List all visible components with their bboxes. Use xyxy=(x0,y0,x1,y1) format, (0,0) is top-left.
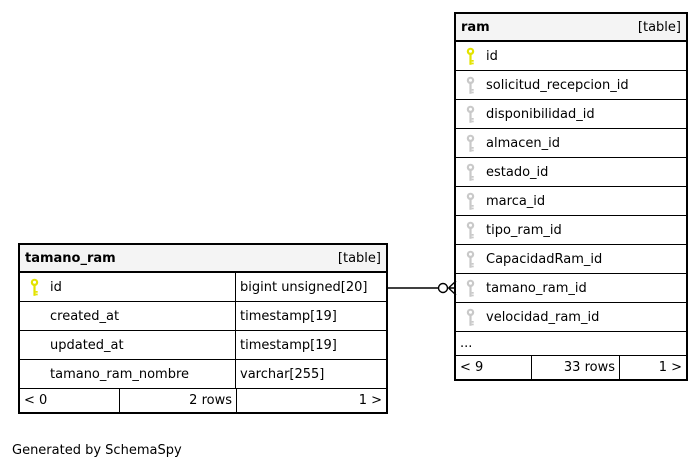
row-created-at: created_at timestamp[19] xyxy=(20,302,386,331)
column-type: bigint unsigned[20] xyxy=(240,279,368,295)
foreign-key-icon xyxy=(466,76,475,94)
row-count: 33 rows xyxy=(532,356,620,379)
ellipsis-label: ... xyxy=(460,336,473,351)
table-footer: < 0 2 rows 1 > xyxy=(20,389,386,412)
paging-prev: < 9 xyxy=(456,356,532,379)
row-estado-id: estado_id xyxy=(456,158,686,187)
row-marca-id: marca_id xyxy=(456,187,686,216)
row-ellipsis: ... xyxy=(456,332,686,356)
table-type-badge: [table] xyxy=(637,19,681,35)
column-name: tamano_ram_nombre xyxy=(50,366,190,382)
row-count: 2 rows xyxy=(120,389,237,412)
foreign-key-icon xyxy=(466,221,475,239)
row-updated-at: updated_at timestamp[19] xyxy=(20,331,386,360)
row-disponibilidad-id: disponibilidad_id xyxy=(456,100,686,129)
table-title-ram[interactable]: ram xyxy=(461,19,490,35)
row-almacen-id: almacen_id xyxy=(456,129,686,158)
zero-cardinality-circle xyxy=(437,282,449,294)
table-node-ram: ram [table] id solicitud_recepcion_id di… xyxy=(454,12,688,381)
column-name: solicitud_recepcion_id xyxy=(486,77,629,93)
column-name: id xyxy=(50,279,62,295)
column-type: timestamp[19] xyxy=(240,337,337,353)
column-name: marca_id xyxy=(486,193,546,209)
row-velocidad-ram-id: velocidad_ram_id xyxy=(456,303,686,332)
table-header: tamano_ram [table] xyxy=(20,245,386,273)
column-name: tipo_ram_id xyxy=(486,222,562,238)
table-type-badge: [table] xyxy=(337,250,381,266)
foreign-key-icon xyxy=(466,134,475,152)
foreign-key-icon xyxy=(466,163,475,181)
column-name: estado_id xyxy=(486,164,549,180)
foreign-key-icon xyxy=(466,250,475,268)
table-footer: < 9 33 rows 1 > xyxy=(456,356,686,379)
foreign-key-icon xyxy=(466,192,475,210)
column-name: disponibilidad_id xyxy=(486,106,595,122)
column-name: updated_at xyxy=(50,337,124,353)
paging-next: 1 > xyxy=(658,360,682,375)
column-name: velocidad_ram_id xyxy=(486,309,600,325)
row-id: id xyxy=(456,42,686,71)
foreign-key-icon xyxy=(466,308,475,326)
table-title-tamano-ram[interactable]: tamano_ram xyxy=(25,250,116,266)
column-name: id xyxy=(486,48,498,64)
row-solicitud-recepcion-id: solicitud_recepcion_id xyxy=(456,71,686,100)
column-type: timestamp[19] xyxy=(240,308,337,324)
paging-prev: < 0 xyxy=(20,389,120,412)
column-name: CapacidadRam_id xyxy=(486,251,603,267)
column-type: varchar[255] xyxy=(240,366,325,382)
foreign-key-icon xyxy=(466,105,475,123)
row-tamano-ram-id: tamano_ram_id xyxy=(456,274,686,303)
foreign-key-icon xyxy=(466,279,475,297)
table-node-tamano-ram: tamano_ram [table] id bigint unsigned[20… xyxy=(18,243,388,414)
paging-next: 1 > xyxy=(358,393,382,408)
row-capacidadram-id: CapacidadRam_id xyxy=(456,245,686,274)
primary-key-icon xyxy=(30,278,39,296)
generated-by-note: Generated by SchemaSpy xyxy=(12,443,182,458)
column-name: tamano_ram_id xyxy=(486,280,587,296)
table-header: ram [table] xyxy=(456,14,686,42)
column-name: created_at xyxy=(50,308,120,324)
row-id: id bigint unsigned[20] xyxy=(20,273,386,302)
primary-key-icon xyxy=(466,47,475,65)
column-name: almacen_id xyxy=(486,135,560,151)
row-tamano-ram-nombre: tamano_ram_nombre varchar[255] xyxy=(20,360,386,389)
row-tipo-ram-id: tipo_ram_id xyxy=(456,216,686,245)
